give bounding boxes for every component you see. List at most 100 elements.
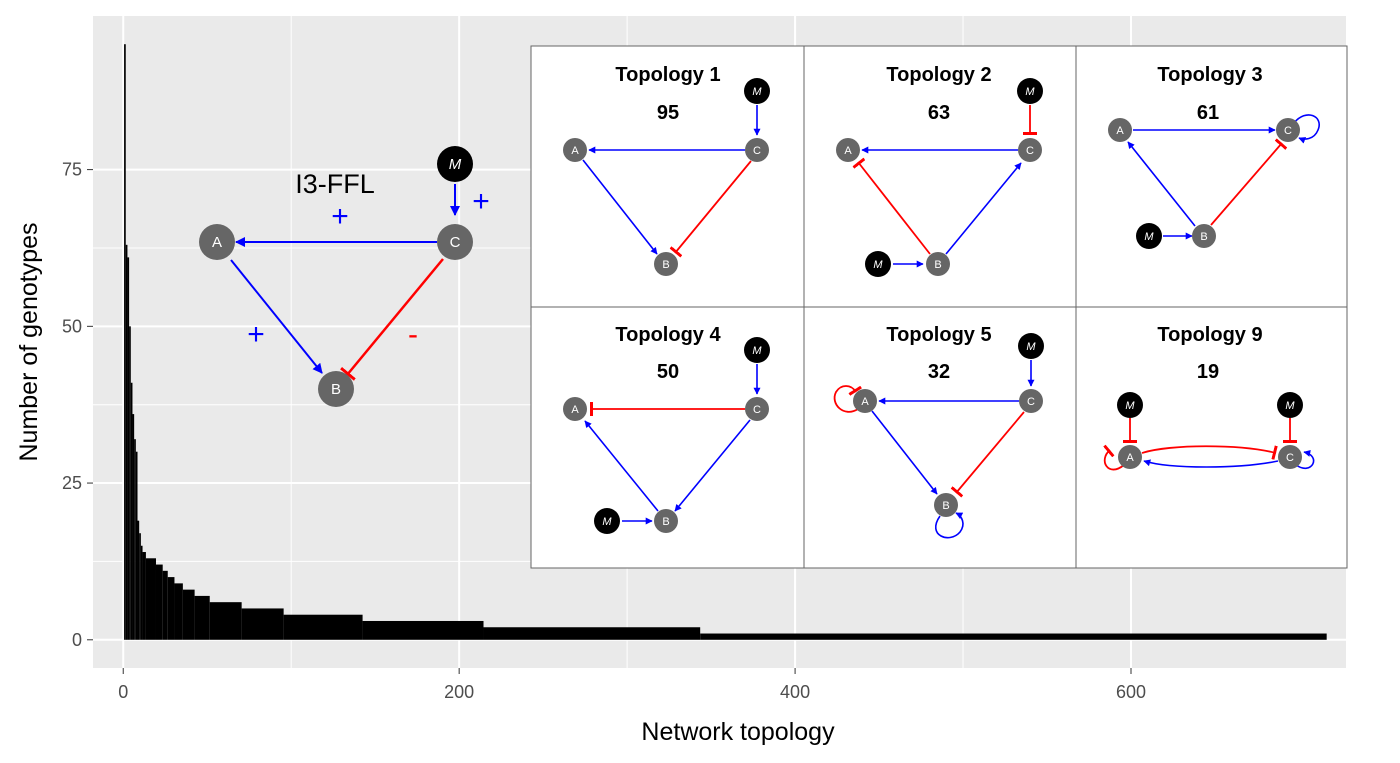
edge-b-to-a	[852, 157, 931, 255]
x-tick-label: 200	[444, 682, 474, 702]
bar	[145, 558, 156, 640]
bar	[132, 414, 135, 640]
y-axis-title: Number of genotypes	[15, 222, 43, 461]
bar	[127, 257, 130, 640]
node-m	[744, 337, 770, 363]
panel-title: Topology 9	[1157, 324, 1262, 346]
bar	[140, 545, 143, 640]
y-tick-label: 75	[62, 160, 82, 180]
bar	[241, 608, 284, 640]
node-a	[1108, 118, 1132, 142]
i3-ffl-motif: I3-FFL + + - + A C B M	[199, 146, 490, 407]
edge-b-to-a	[1127, 141, 1196, 227]
node-a	[563, 138, 587, 162]
motif-title: I3-FFL	[295, 169, 375, 199]
motif-node-m	[437, 146, 473, 182]
node-c	[1018, 138, 1042, 162]
y-tick-label: 50	[62, 316, 82, 336]
motif-sign-c-to-a: +	[331, 200, 349, 233]
node-m	[1018, 333, 1044, 359]
bar	[155, 564, 163, 640]
node-m	[865, 251, 891, 277]
node-a-label: A	[844, 145, 852, 157]
node-b	[926, 252, 950, 276]
bar	[283, 614, 363, 640]
bar	[182, 589, 195, 640]
node-c	[745, 397, 769, 421]
edge-c-to-b	[950, 411, 1025, 498]
node-c	[1278, 445, 1302, 469]
motif-edge-c-to-b	[340, 258, 444, 381]
edge-c-self-loop	[1295, 449, 1315, 469]
node-b	[934, 493, 958, 517]
topology-panel-1: Topology 1 95 A C B M	[563, 64, 770, 276]
motif-node-c-label: C	[450, 234, 461, 251]
node-c-label: C	[1026, 145, 1034, 157]
topology-panels: Topology 1 95 A C B M Topology 2 63 A	[530, 45, 1348, 569]
motif-node-a	[199, 224, 235, 260]
edge-b-to-c	[945, 162, 1022, 255]
edge-c-to-b	[669, 160, 752, 258]
motif-node-b	[318, 371, 354, 407]
node-m	[1117, 392, 1143, 418]
panel-count: 95	[657, 102, 679, 124]
edge-b-to-c	[1210, 138, 1288, 226]
edge-b-to-a	[584, 420, 659, 512]
motif-node-m-label: M	[449, 156, 462, 173]
panel-title: Topology 1	[615, 64, 720, 86]
bar	[700, 633, 1327, 640]
panel-count: 50	[657, 361, 679, 383]
topology-panel-2: Topology 2 63 A C B M M	[836, 64, 1043, 277]
node-a-label: A	[571, 145, 579, 157]
node-a-label: A	[571, 404, 579, 416]
bar	[142, 552, 146, 640]
bar	[124, 44, 126, 640]
node-m-label: M	[1025, 86, 1035, 98]
node-a	[1118, 445, 1142, 469]
node-c-label: C	[753, 145, 761, 157]
topology-panel-5: Topology 5 32 A C B M	[833, 324, 1044, 539]
bar	[130, 382, 133, 640]
node-b	[1192, 224, 1216, 248]
x-tick-label: 400	[780, 682, 810, 702]
node-m-label: M	[873, 259, 883, 271]
bar	[134, 439, 136, 640]
node-m-label: M	[752, 345, 762, 357]
topology-panel-4: Topology 4 50 A C B M M	[563, 324, 770, 534]
x-tick-label: 600	[1116, 682, 1146, 702]
panel-count: 32	[928, 361, 950, 383]
panel-title: Topology 5	[886, 324, 991, 346]
motif-sign-c-to-b: -	[408, 318, 418, 351]
motif-node-c	[437, 224, 473, 260]
edge-c-to-a	[1143, 459, 1279, 468]
edge-a-to-b	[582, 159, 658, 255]
node-m	[744, 78, 770, 104]
edge-a-self-loop	[1103, 444, 1125, 471]
motif-node-a-label: A	[212, 234, 222, 251]
node-m-label: M	[752, 86, 762, 98]
node-c	[745, 138, 769, 162]
bar	[194, 595, 210, 640]
node-a	[836, 138, 860, 162]
bar	[209, 602, 242, 640]
panel-count: 61	[1197, 102, 1219, 124]
panel-title: Topology 4	[615, 324, 721, 346]
bars	[124, 44, 1327, 640]
node-c-label: C	[1027, 396, 1035, 408]
panel-count: 19	[1197, 361, 1219, 383]
node-b	[654, 509, 678, 533]
y-tick-label: 0	[72, 630, 82, 650]
bar	[135, 451, 138, 640]
y-axis-ticks: 0 25 50 75	[62, 160, 93, 650]
edge-a-self-loop	[833, 385, 862, 413]
bar	[483, 627, 701, 640]
node-c-label: C	[1286, 452, 1294, 464]
bar	[162, 570, 168, 640]
node-c-label: C	[1284, 125, 1292, 137]
edge-b-self-loop	[934, 512, 964, 539]
node-m-label: M	[1026, 341, 1036, 353]
node-m-label: M	[1125, 400, 1135, 412]
node-a	[853, 389, 877, 413]
node-c	[1019, 389, 1043, 413]
panel-title: Topology 2	[886, 64, 991, 86]
